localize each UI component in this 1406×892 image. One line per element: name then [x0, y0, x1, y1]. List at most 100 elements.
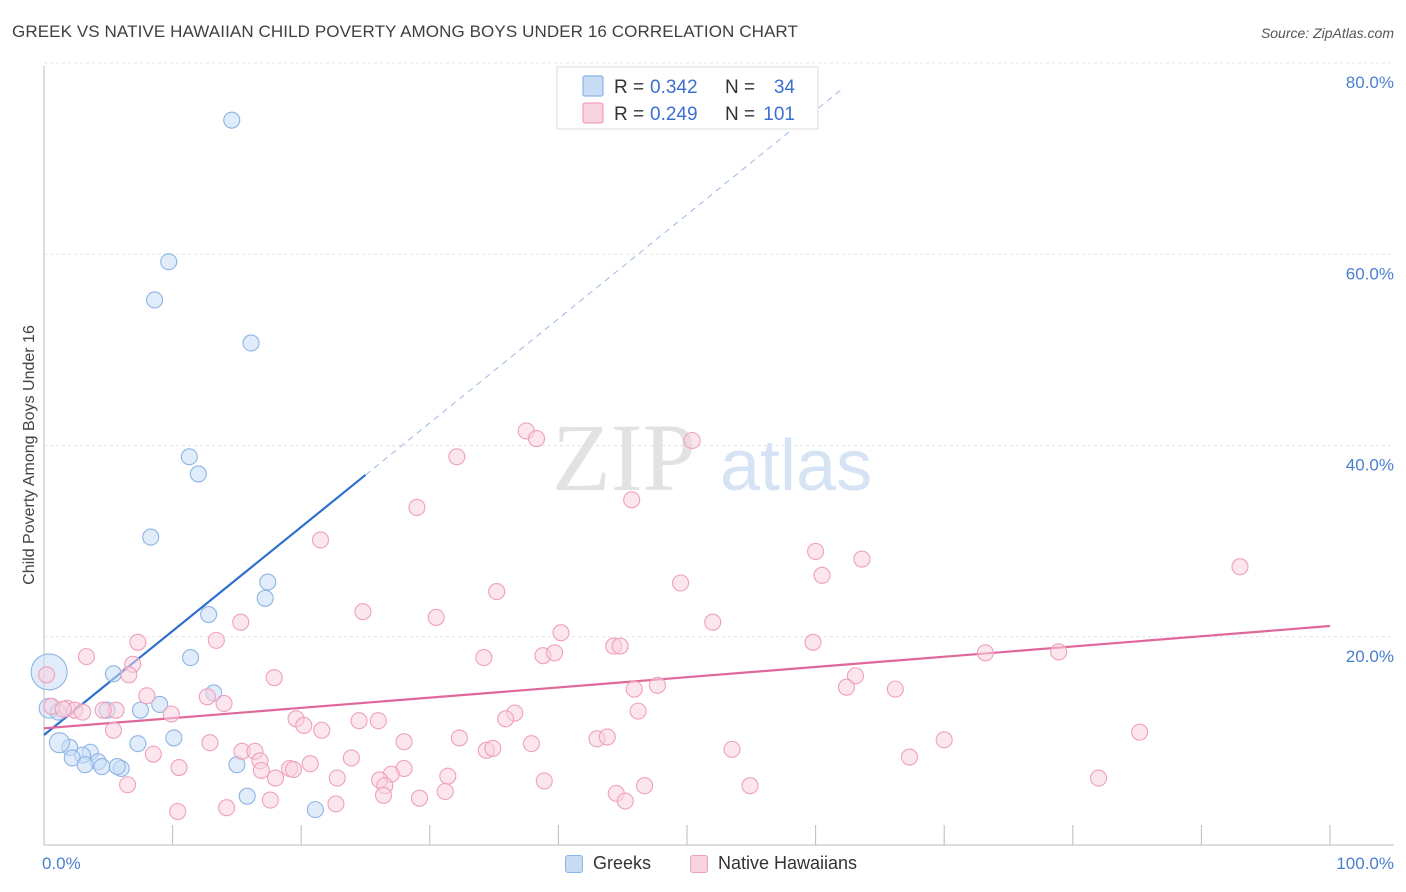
point-native-hawaiians — [488, 583, 506, 601]
point-native-hawaiians — [104, 721, 122, 739]
point-native-hawaiians — [976, 644, 994, 662]
point-greeks — [306, 801, 324, 819]
point-native-hawaiians — [284, 760, 303, 779]
point-greeks — [131, 701, 149, 719]
point-native-hawaiians — [266, 769, 285, 787]
point-native-hawaiians — [342, 749, 360, 767]
point-greeks — [104, 665, 122, 683]
point-native-hawaiians — [1050, 643, 1068, 661]
point-greeks — [76, 756, 94, 774]
y-axis-label: Child Poverty Among Boys Under 16 — [21, 325, 38, 585]
point-native-hawaiians — [169, 802, 187, 821]
point-greeks — [146, 291, 164, 309]
point-greeks — [182, 649, 200, 667]
point-native-hawaiians — [427, 608, 445, 626]
bottom-legend-label-greeks: Greeks — [593, 853, 652, 873]
point-native-hawaiians — [741, 777, 759, 795]
point-native-hawaiians — [522, 735, 540, 753]
point-native-hawaiians — [1131, 723, 1149, 741]
point-native-hawaiians — [198, 688, 216, 706]
point-native-hawaiians — [327, 795, 345, 813]
x-tick-label-max: 100.0% — [1336, 854, 1394, 873]
bottom-legend-item-greeks: Greeks — [565, 853, 651, 874]
point-native-hawaiians — [410, 789, 429, 807]
legend-r-label-native-hawaiians: R = — [614, 104, 644, 125]
point-native-hawaiians — [74, 703, 92, 721]
x-axis-ticks — [172, 825, 1331, 845]
axes — [43, 66, 1394, 846]
point-native-hawaiians — [900, 748, 919, 766]
legend-n-label-greeks: N = — [725, 77, 755, 98]
point-native-hawaiians — [138, 687, 156, 705]
point-native-hawaiians — [436, 782, 454, 801]
point-greeks — [238, 787, 256, 805]
point-native-hawaiians — [484, 739, 502, 757]
gridlines — [44, 62, 1394, 638]
point-native-hawaiians — [552, 624, 570, 642]
point-native-hawaiians — [311, 531, 330, 549]
point-native-hawaiians — [804, 633, 822, 651]
point-native-hawaiians — [207, 631, 225, 649]
point-native-hawaiians — [611, 637, 629, 655]
y-tick-label-60: 60.0% — [1346, 264, 1394, 283]
point-greeks — [242, 334, 260, 352]
point-native-hawaiians — [846, 667, 865, 685]
watermark-atlas: atlas — [720, 426, 872, 506]
point-greeks — [151, 695, 169, 713]
stats-legend: R = 0.342 N = 34 R = 0.249 N = 101 — [556, 66, 819, 130]
point-native-hawaiians — [265, 669, 283, 687]
legend-swatch-native-hawaiians — [582, 102, 604, 124]
y-tick-label-20: 20.0% — [1346, 647, 1394, 666]
point-native-hawaiians — [77, 648, 95, 666]
bottom-legend-swatch-native-hawaiians — [690, 854, 708, 873]
point-native-hawaiians — [439, 767, 457, 785]
point-native-hawaiians — [450, 729, 468, 747]
point-native-hawaiians — [535, 772, 553, 790]
y-tick-label-80: 80.0% — [1346, 73, 1394, 92]
point-native-hawaiians — [527, 430, 546, 448]
x-tick-label-min: 0.0% — [42, 854, 81, 873]
point-greeks — [200, 605, 218, 624]
y-tick-label-40: 40.0% — [1346, 456, 1394, 475]
point-native-hawaiians — [54, 700, 72, 718]
legend-r-value-greeks: 0.342 — [650, 77, 698, 98]
point-greeks — [165, 729, 183, 747]
point-native-hawaiians — [232, 613, 250, 631]
point-native-hawaiians — [218, 799, 236, 817]
point-native-hawaiians — [328, 769, 346, 787]
trend-line-greeks — [43, 474, 367, 736]
point-native-hawaiians — [545, 644, 564, 662]
point-native-hawaiians — [408, 498, 426, 516]
point-native-hawaiians — [704, 613, 722, 631]
point-native-hawaiians — [672, 574, 690, 592]
point-greeks — [259, 573, 277, 591]
point-native-hawaiians — [201, 734, 219, 752]
series-native-hawaiians — [38, 422, 1249, 821]
point-greeks — [223, 111, 241, 129]
point-native-hawaiians — [129, 633, 147, 651]
point-native-hawaiians — [354, 603, 372, 621]
point-native-hawaiians — [448, 448, 466, 466]
trend-line-native-hawaiians — [43, 624, 1331, 730]
point-native-hawaiians — [295, 716, 313, 735]
point-native-hawaiians — [629, 702, 647, 720]
point-greeks — [256, 589, 274, 607]
point-native-hawaiians — [475, 649, 493, 667]
point-native-hawaiians — [261, 791, 279, 809]
point-native-hawaiians — [1231, 558, 1249, 576]
chart-title: GREEK VS NATIVE HAWAIIAN CHILD POVERTY A… — [12, 22, 798, 41]
point-native-hawaiians — [120, 666, 138, 684]
point-native-hawaiians — [853, 550, 871, 568]
point-native-hawaiians — [813, 566, 831, 584]
point-greeks — [108, 758, 126, 776]
point-native-hawaiians — [723, 740, 741, 758]
point-native-hawaiians — [144, 745, 162, 763]
point-greeks — [93, 758, 111, 776]
legend-n-label-native-hawaiians: N = — [725, 104, 755, 125]
legend-swatch-greeks — [582, 75, 604, 97]
point-native-hawaiians — [598, 728, 616, 746]
legend-r-label-greeks: R = — [614, 77, 644, 98]
point-native-hawaiians — [636, 777, 654, 795]
point-native-hawaiians — [625, 680, 643, 698]
